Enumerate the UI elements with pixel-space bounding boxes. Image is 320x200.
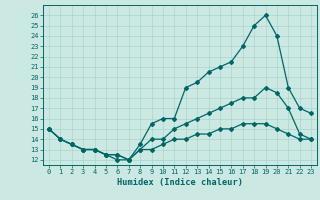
X-axis label: Humidex (Indice chaleur): Humidex (Indice chaleur) (117, 178, 243, 187)
